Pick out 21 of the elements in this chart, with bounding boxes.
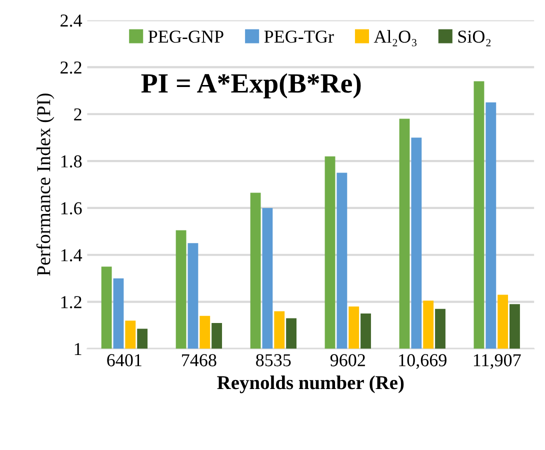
legend-label: PEG-TGr: [264, 30, 334, 43]
x-axis-title: Reynolds number (Re): [217, 376, 404, 394]
x-tick-label: 6401: [107, 354, 142, 366]
legend-label: Al₂O₃: [374, 30, 416, 46]
x-tick-label: 11,907: [474, 354, 521, 369]
y-tick-label: 2.2: [60, 61, 82, 74]
x-tick-label: 9602: [330, 354, 365, 366]
y-axis-title: Performance Index (PI): [36, 94, 54, 276]
x-tick-label: 7468: [182, 354, 216, 366]
x-tick-label: 8535: [256, 354, 291, 366]
y-tick-label: 2.4: [60, 14, 82, 27]
y-tick-label: 1: [74, 343, 82, 356]
legend-label: SiO₂: [458, 30, 491, 46]
y-tick-label: 2: [74, 108, 82, 120]
legend-label: PEG-GNP: [148, 30, 224, 43]
x-tick-label: 10,669: [399, 354, 446, 369]
y-tick-label: 1.2: [61, 296, 82, 308]
y-tick-label: 1.4: [61, 249, 82, 262]
annotation: PI = A*Exp(B*Re): [141, 73, 361, 98]
y-tick-label: 1.8: [61, 155, 82, 168]
y-tick-label: 1.6: [61, 202, 82, 214]
